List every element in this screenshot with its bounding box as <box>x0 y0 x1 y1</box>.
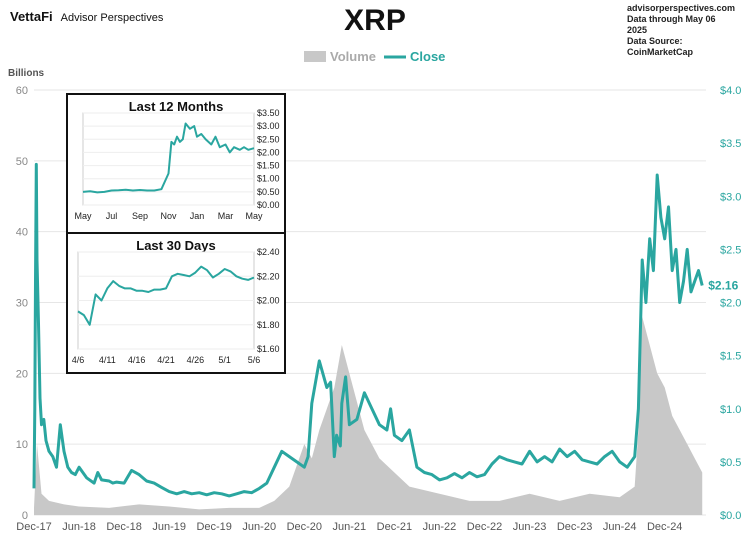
volume-area <box>34 316 703 515</box>
inset-x-tick-label: 4/21 <box>157 355 175 365</box>
y-tick-label-right: $0.5 <box>720 457 741 469</box>
inset-x-tick-label: Mar <box>218 211 234 221</box>
inset-y-tick-label: $1.60 <box>257 344 280 354</box>
y-tick-label-right: $1.5 <box>720 351 741 363</box>
y-tick-label-right: $3.0 <box>720 191 741 203</box>
source-line: Data Source: CoinMarketCap <box>627 36 694 57</box>
inset-y-tick-label: $1.50 <box>257 161 280 171</box>
y-tick-label-left: 0 <box>22 510 28 522</box>
y-tick-label-right: $3.5 <box>720 138 741 150</box>
inset-x-tick-label: 5/1 <box>218 355 231 365</box>
inset-y-tick-label: $2.40 <box>257 247 280 257</box>
inset-x-tick-label: Jan <box>190 211 205 221</box>
y-tick-label-left: 50 <box>16 156 28 168</box>
chart-title: XRP <box>344 4 406 37</box>
legend-label-close: Close <box>410 49 445 64</box>
inset-y-tick-label: $0.00 <box>257 200 280 210</box>
inset-x-tick-label: 4/26 <box>187 355 205 365</box>
x-tick-label: Jun-18 <box>62 521 96 533</box>
y-tick-label-left: 30 <box>16 298 28 310</box>
inset-x-tick-label: 4/11 <box>99 355 116 365</box>
inset-y-tick-label: $2.50 <box>257 134 280 144</box>
inset-y-tick-label: $2.20 <box>257 271 280 281</box>
inset-x-tick-label: Jul <box>106 211 118 221</box>
inset-title: Last 12 Months <box>129 99 224 114</box>
inset-y-tick-label: $0.50 <box>257 187 280 197</box>
left-axis-unit: Billions <box>8 68 45 79</box>
source-block: advisorperspectives.com Data through May… <box>627 3 737 58</box>
inset-x-tick-label: May <box>245 211 263 221</box>
x-tick-label: Jun-22 <box>423 521 457 533</box>
inset-y-tick-label: $2.00 <box>257 296 280 306</box>
inset-close-line <box>77 265 255 326</box>
inset-frame <box>66 93 286 234</box>
x-tick-label: Jun-21 <box>333 521 367 533</box>
inset-x-tick-label: 4/16 <box>128 355 146 365</box>
source-line: Data through May 06 2025 <box>627 14 716 35</box>
legend-swatch-volume <box>304 51 326 62</box>
inset-x-tick-label: May <box>74 211 92 221</box>
x-tick-label: Dec-22 <box>467 521 502 533</box>
inset-y-tick-label: $1.00 <box>257 174 280 184</box>
x-tick-label: Dec-17 <box>16 521 51 533</box>
inset-y-tick-label: $2.00 <box>257 147 280 157</box>
source-line: advisorperspectives.com <box>627 3 736 13</box>
inset-x-tick-label: 4/6 <box>72 355 85 365</box>
inset-title: Last 30 Days <box>136 238 216 253</box>
y-tick-label-right: $2.5 <box>720 244 741 256</box>
inset-y-tick-label: $3.00 <box>257 121 280 131</box>
x-tick-label: Dec-18 <box>106 521 141 533</box>
y-tick-label-right: $4.0 <box>720 85 741 97</box>
x-tick-label: Dec-21 <box>377 521 412 533</box>
inset-y-tick-label: $3.50 <box>257 108 280 118</box>
last-value-label: $2.16 <box>708 279 738 293</box>
x-tick-label: Jun-23 <box>513 521 547 533</box>
inset-close-line <box>82 122 255 194</box>
y-tick-label-right: $1.0 <box>720 404 741 416</box>
y-tick-label-left: 20 <box>16 368 28 380</box>
inset-x-tick-label: 5/6 <box>248 355 261 365</box>
vettafi-logo: VettaFi <box>10 9 53 24</box>
x-tick-label: Dec-20 <box>287 521 322 533</box>
inset-x-tick-label: Nov <box>160 211 177 221</box>
brand-name: Advisor Perspectives <box>60 12 164 24</box>
close-line <box>32 162 704 498</box>
x-tick-label: Jun-20 <box>242 521 276 533</box>
inset-x-tick-label: Sep <box>132 211 148 221</box>
legend: Volume Close <box>304 49 445 64</box>
x-tick-label: Dec-24 <box>647 521 682 533</box>
y-tick-label-right: $2.0 <box>720 298 741 310</box>
x-tick-label: Jun-19 <box>152 521 186 533</box>
y-tick-label-left: 10 <box>16 439 28 451</box>
y-tick-label-left: 60 <box>16 85 28 97</box>
x-tick-label: Jun-24 <box>603 521 637 533</box>
y-tick-label-right: $0.0 <box>720 510 741 522</box>
x-tick-label: Dec-19 <box>196 521 231 533</box>
inset-frame <box>66 232 286 374</box>
y-tick-label-left: 40 <box>16 227 28 239</box>
x-tick-label: Dec-23 <box>557 521 592 533</box>
legend-label-volume: Volume <box>330 49 376 64</box>
inset-y-tick-label: $1.80 <box>257 320 280 330</box>
brand: VettaFi Advisor Perspectives <box>10 9 163 24</box>
